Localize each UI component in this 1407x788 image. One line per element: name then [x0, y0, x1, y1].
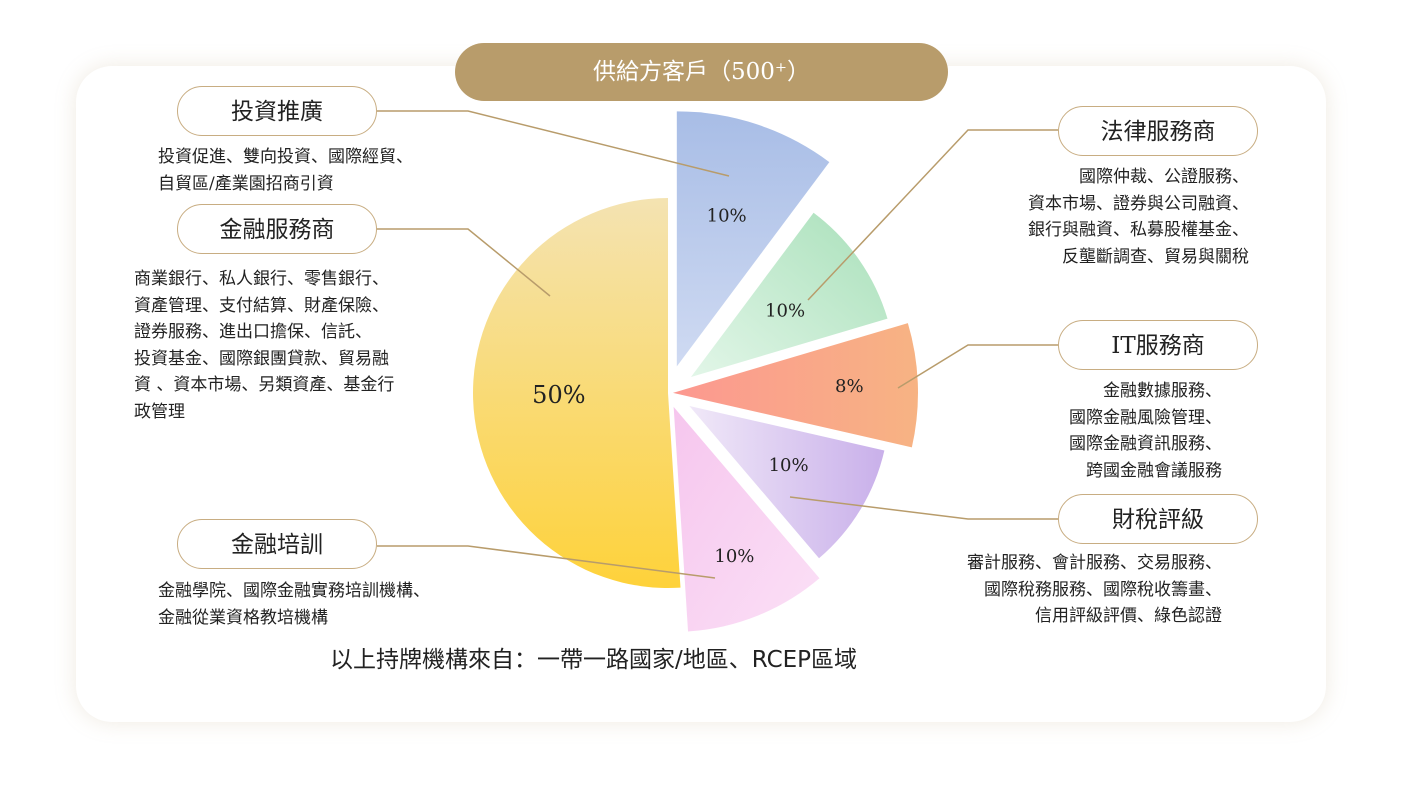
pie-slice-investment-promotion [676, 111, 830, 367]
desc-financial-training: 金融學院、國際金融實務培訓機構、 金融從業資格教培機構 [158, 581, 430, 628]
label-investment-promotion: 投資推廣 [177, 86, 377, 136]
desc-financial-services: 商業銀行、私人銀行、零售銀行、 資產管理、支付結算、財產保險、 證券服務、進出口… [134, 269, 395, 422]
pie-slice-financial-services [473, 198, 681, 588]
slice-value-legal-services: 10% [765, 300, 805, 321]
desc-legal-services: 國際仲裁、公證服務、 資本市場、證券與公司融資、 銀行與融資、私募股權基金、 反… [1028, 167, 1249, 267]
pie-slice-financial-training [673, 406, 820, 632]
footer-note: 以上持牌機構來自：一帶一路國家/地區、RCEP區域 [330, 647, 858, 673]
slice-value-tax-rating: 10% [769, 455, 809, 476]
leader-line-financial-training [377, 545, 716, 579]
pie-slice-tax-rating [689, 405, 885, 559]
slice-value-it-services: 8% [835, 376, 864, 397]
leader-line-tax-rating [789, 496, 1058, 520]
leader-line-it-services [897, 344, 1058, 389]
slice-value-investment-promotion: 10% [707, 205, 747, 226]
desc-investment-promotion: 投資促進、雙向投資、國際經貿、 自貿區/產業園招商引資 [158, 147, 413, 194]
leader-line-financial-services [377, 228, 551, 297]
label-legal-services: 法律服務商 [1058, 106, 1258, 156]
pie-slice-legal-services [690, 212, 888, 377]
banner-title: 供給方客戶（500⁺） [455, 43, 948, 101]
label-it-services: IT服務商 [1058, 320, 1258, 370]
slice-value-financial-training: 10% [714, 546, 754, 567]
pie-slice-it-services [672, 323, 918, 448]
leader-line-investment-promotion [377, 110, 730, 177]
leader-line-legal-services [807, 129, 1058, 301]
label-tax-rating: 財稅評級 [1058, 494, 1258, 544]
slice-value-financial-services: 50% [532, 381, 585, 409]
desc-it-services: 金融數據服務、 國際金融風險管理、 國際金融資訊服務、 跨國金融會議服務 [1069, 381, 1222, 481]
label-financial-services: 金融服務商 [177, 204, 377, 254]
label-financial-training: 金融培訓 [177, 519, 377, 569]
desc-tax-rating: 審計服務、會計服務、交易服務、 國際稅務服務、國際稅收籌畫、 信用評級評價、綠色… [967, 553, 1222, 626]
